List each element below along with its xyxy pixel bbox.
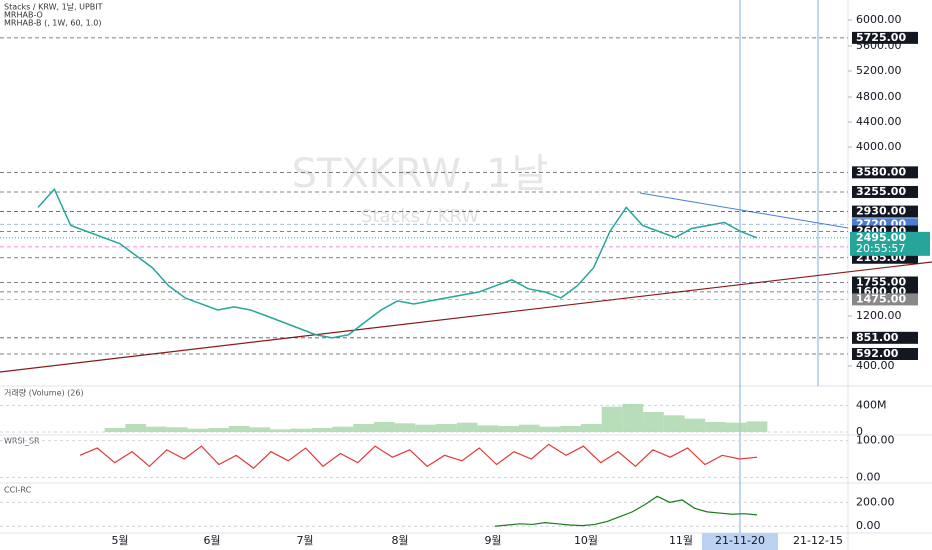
volume-bar (166, 427, 188, 432)
watermark-name: Stacks / KRW (361, 206, 479, 227)
volume-bar (270, 429, 292, 432)
volume-bar (746, 421, 768, 432)
price-label-bg (852, 166, 918, 179)
indicator-label[interactable]: MRHAB-O (4, 11, 43, 20)
price-label: 2930.00 (856, 205, 906, 218)
x-tick-label: 11월 (669, 534, 693, 547)
indicator-line (79, 443, 758, 469)
price-line (37, 187, 758, 339)
price-label: 5725.00 (856, 31, 906, 44)
pane-title: CCI-RC (4, 486, 32, 495)
price-label-bg (852, 205, 918, 218)
price-label: 1475.00 (856, 292, 906, 305)
x-tick-label: 9월 (484, 534, 501, 547)
date-label: 21-11-20 (715, 534, 765, 547)
volume-bar (249, 427, 271, 432)
volume-bar (622, 404, 644, 432)
volume-bar (104, 428, 126, 432)
price-label-bg (852, 293, 918, 306)
volume-bar (643, 412, 664, 432)
volume-bar (394, 423, 416, 432)
y-tick-label: 200.00 (856, 495, 895, 508)
indicator-label[interactable]: MRHAB-B (, 1W, 60, 1.0) (4, 19, 101, 28)
x-tick-label: 7월 (296, 534, 313, 547)
x-tick-label: 5월 (111, 534, 128, 547)
y-tick-label: 400.00 (856, 359, 895, 372)
price-label-bg (852, 276, 918, 289)
y-tick-label: 4000.00 (856, 140, 902, 153)
price-label-bg (852, 31, 918, 44)
y-tick-label: 0.00 (856, 470, 881, 483)
x-tick-label: 6월 (203, 534, 220, 547)
x-tick-label: 8월 (391, 534, 408, 547)
y-tick-label: 0.00 (856, 519, 881, 532)
volume-bar (560, 426, 581, 432)
y-tick-label: 0 (856, 425, 863, 438)
y-tick-label: 1200.00 (856, 309, 902, 322)
pane-title: 거래량 (Volume) (26) (4, 388, 84, 398)
symbol-header[interactable]: Stacks / KRW, 1날, UPBIT (4, 2, 103, 12)
current-price-bg (850, 231, 930, 256)
volume-bar (373, 422, 395, 432)
price-label-bg (852, 348, 918, 360)
y-tick-label: 400M (856, 398, 887, 411)
watermark-symbol: STXKRW, 1날 (292, 151, 549, 197)
price-label-bg (852, 185, 918, 198)
volume-bar (456, 422, 478, 432)
current-price: 2495.00 (856, 231, 906, 244)
volume-bar (663, 415, 685, 432)
volume-bar (498, 426, 519, 432)
x-tick-label: 10월 (574, 534, 598, 547)
volume-bar (725, 422, 747, 432)
price-label: 1755.00 (856, 276, 906, 289)
y-tick-label: 100.00 (856, 434, 895, 447)
price-label-bg (852, 331, 918, 344)
y-tick-label: 6000.00 (856, 13, 902, 26)
volume-bar (436, 424, 457, 432)
countdown: 20:55:57 (856, 242, 905, 255)
price-label: 3580.00 (856, 165, 906, 178)
volume-bar (291, 428, 312, 432)
volume-bar (332, 426, 354, 432)
price-label: 3255.00 (856, 185, 906, 198)
volume-bar (208, 428, 229, 432)
y-tick-label: 5200.00 (856, 64, 902, 77)
price-label: 851.00 (856, 331, 899, 344)
volume-bar (146, 426, 167, 432)
price-label: 592.00 (856, 347, 899, 360)
volume-bar (518, 424, 540, 432)
volume-bar (477, 425, 499, 432)
volume-bar (580, 424, 602, 432)
volume-bar (187, 428, 209, 432)
volume-bar (601, 406, 623, 432)
volume-bar (539, 426, 561, 432)
y-tick-label: 4400.00 (856, 115, 902, 128)
date-highlight (702, 533, 778, 550)
volume-bar (228, 426, 250, 432)
date-label: 21-12-15 (793, 534, 843, 547)
volume-bar (415, 424, 436, 432)
volume-bar (311, 428, 333, 432)
y-tick-label: 4800.00 (856, 90, 902, 103)
indicator-line (494, 495, 758, 527)
volume-bar (684, 418, 706, 432)
volume-bar (705, 422, 726, 432)
pane-title: WRSI_SR (4, 437, 40, 446)
trend-line (639, 192, 849, 229)
volume-bar (353, 424, 374, 432)
volume-bar (125, 424, 147, 432)
